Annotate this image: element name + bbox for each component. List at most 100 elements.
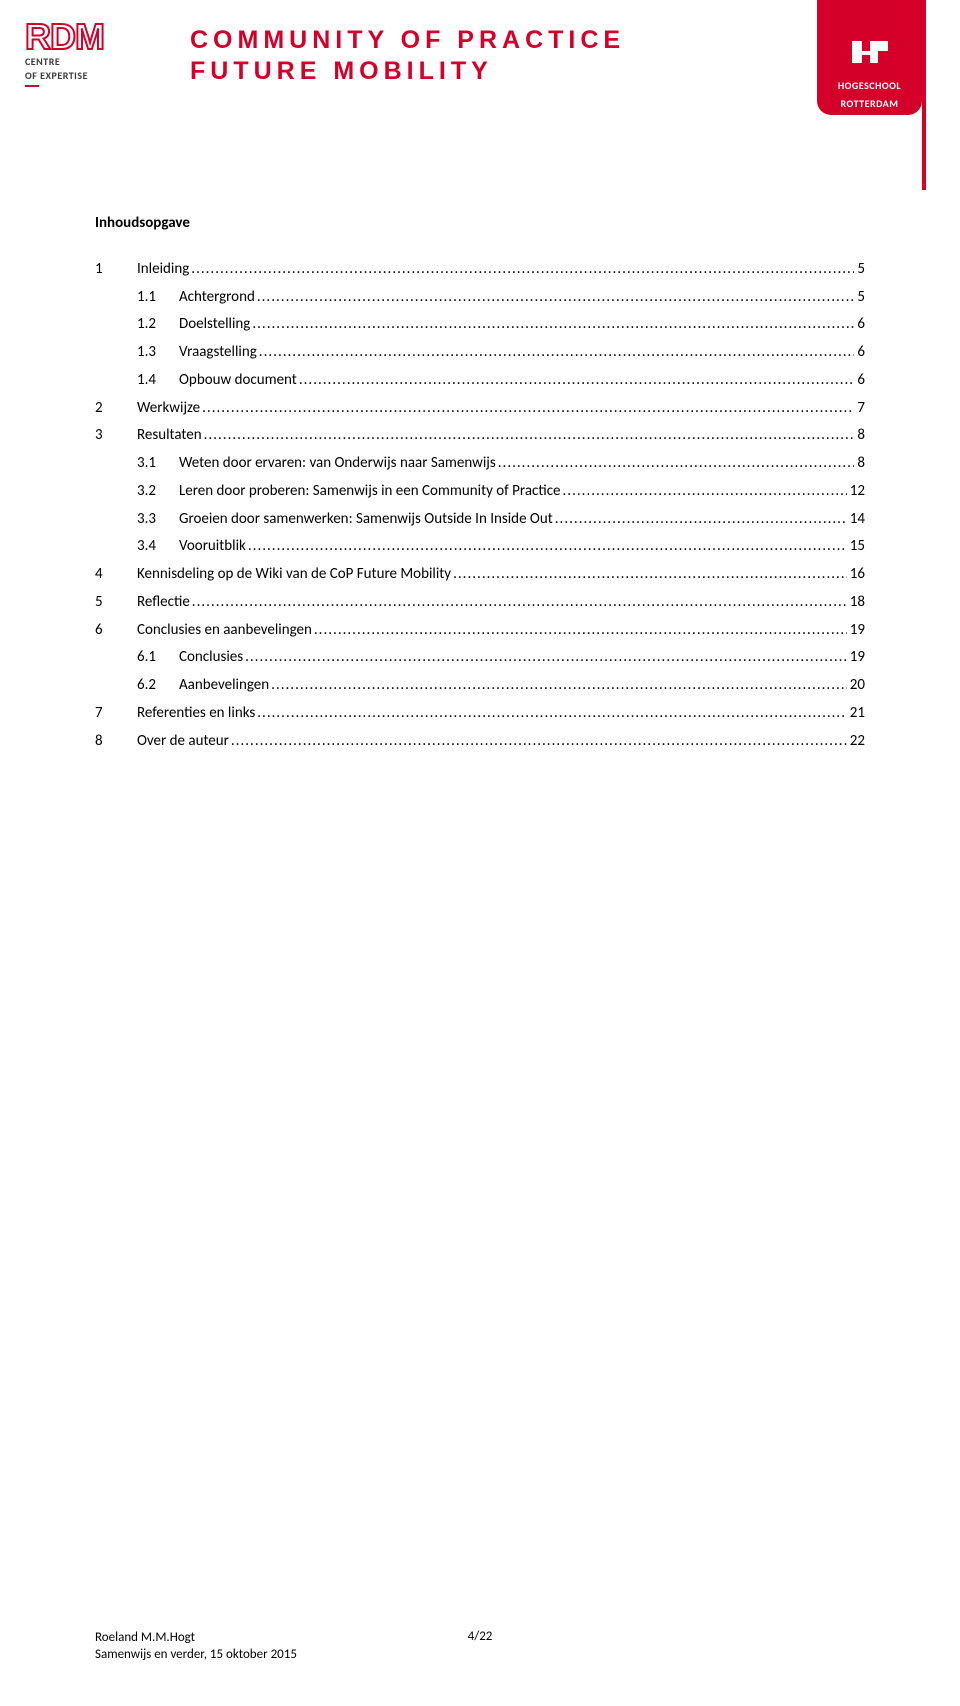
- toc-page: 16: [847, 561, 865, 589]
- header-title-line1: COMMUNITY OF PRACTICE: [190, 25, 625, 56]
- footer-page-number: 4/22: [468, 1629, 493, 1644]
- toc-entry[interactable]: 3.3Groeien door samenwerken: Samenwijs O…: [95, 506, 865, 534]
- page-footer: Roeland M.M.Hogt Samenwijs en verder, 15…: [95, 1629, 865, 1664]
- toc-label: Groeien door samenwerken: Samenwijs Outs…: [179, 506, 553, 534]
- rdm-underline: [25, 85, 39, 87]
- toc-page: 5: [854, 256, 865, 284]
- toc-label: Doelstelling: [179, 311, 250, 339]
- toc-leader-dots: [189, 256, 854, 284]
- toc-number: 1.3: [137, 339, 179, 367]
- toc-label: Resultaten: [137, 422, 202, 450]
- toc-page: 22: [847, 728, 865, 756]
- toc-leader-dots: [246, 533, 847, 561]
- toc-leader-dots: [553, 506, 847, 534]
- toc-leader-dots: [269, 672, 847, 700]
- toc-page: 19: [847, 644, 865, 672]
- toc-page: 20: [847, 672, 865, 700]
- toc-page: 7: [854, 395, 865, 423]
- toc-entry[interactable]: 6.1Conclusies 19: [95, 644, 865, 672]
- toc-entry[interactable]: 3Resultaten 8: [95, 422, 865, 450]
- toc-label: Referenties en links: [137, 700, 255, 728]
- toc-leader-dots: [297, 367, 855, 395]
- toc-number: 3.1: [137, 450, 179, 478]
- toc-leader-dots: [202, 422, 855, 450]
- toc-label: Vooruitblik: [179, 533, 246, 561]
- rdm-subtitle-2: OF EXPERTISE: [25, 70, 104, 81]
- toc-leader-dots: [229, 728, 847, 756]
- toc-label: Conclusies en aanbevelingen: [137, 617, 312, 645]
- toc-number: 1: [95, 256, 137, 284]
- toc-number: 1.4: [137, 367, 179, 395]
- toc-label: Conclusies: [179, 644, 243, 672]
- toc-entry[interactable]: 1.3Vraagstelling 6: [95, 339, 865, 367]
- toc-entry[interactable]: 5Reflectie18: [95, 589, 865, 617]
- toc-number: 1.2: [137, 311, 179, 339]
- toc-number: 3.2: [137, 478, 179, 506]
- badge-text-2: ROTTERDAM: [817, 98, 922, 110]
- footer-author-block: Roeland M.M.Hogt Samenwijs en verder, 15…: [95, 1629, 297, 1664]
- toc-entry[interactable]: 3.4Vooruitblik 15: [95, 533, 865, 561]
- toc-page: 8: [854, 422, 865, 450]
- toc-entry[interactable]: 7Referenties en links 21: [95, 700, 865, 728]
- toc-leader-dots: [257, 339, 855, 367]
- toc-number: 8: [95, 728, 137, 756]
- toc-page: 5: [854, 284, 865, 312]
- toc-leader-dots: [243, 644, 847, 672]
- footer-author: Roeland M.M.Hogt: [95, 1629, 297, 1647]
- toc-page: 12: [847, 478, 865, 506]
- toc-leader-dots: [190, 589, 847, 617]
- rdm-logo-block: RDM CENTRE OF EXPERTISE: [25, 22, 104, 87]
- toc-number: 3.4: [137, 533, 179, 561]
- toc-entry[interactable]: 3.1Weten door ervaren: van Onderwijs naa…: [95, 450, 865, 478]
- toc-label: Weten door ervaren: van Onderwijs naar S…: [179, 450, 496, 478]
- toc-label: Kennisdeling op de Wiki van de CoP Futur…: [137, 561, 451, 589]
- toc-number: 6: [95, 617, 137, 645]
- rdm-subtitle-1: CENTRE: [25, 56, 104, 67]
- toc-label: Opbouw document: [179, 367, 297, 395]
- toc-entry[interactable]: 1Inleiding 5: [95, 256, 865, 284]
- toc-entry[interactable]: 1.2Doelstelling 6: [95, 311, 865, 339]
- toc-entry[interactable]: 1.1Achtergrond 5: [95, 284, 865, 312]
- toc-list: 1Inleiding51.1Achtergrond51.2Doelstellin…: [95, 256, 865, 756]
- toc-number: 4: [95, 561, 137, 589]
- toc-label: Vraagstelling: [179, 339, 257, 367]
- header-title: COMMUNITY OF PRACTICE FUTURE MOBILITY: [190, 25, 625, 88]
- toc-entry[interactable]: 8Over de auteur22: [95, 728, 865, 756]
- toc-entry[interactable]: 6Conclusies en aanbevelingen 19: [95, 617, 865, 645]
- toc-leader-dots: [250, 311, 854, 339]
- toc-leader-dots: [255, 284, 855, 312]
- page-content: Inhoudsopgave 1Inleiding 5 1.1Achtergrond 5…: [0, 100, 960, 755]
- toc-number: 7: [95, 700, 137, 728]
- toc-page: 6: [854, 367, 865, 395]
- header-title-line2: FUTURE MOBILITY: [190, 56, 625, 87]
- toc-page: 6: [854, 339, 865, 367]
- hogeschool-badge: HOGESCHOOL ROTTERDAM: [817, 0, 922, 115]
- toc-number: 6.2: [137, 672, 179, 700]
- toc-label: Inleiding: [137, 256, 189, 284]
- toc-number: 6.1: [137, 644, 179, 672]
- toc-number: 3: [95, 422, 137, 450]
- toc-label: Achtergrond: [179, 284, 255, 312]
- toc-page: 19: [847, 617, 865, 645]
- toc-page: 14: [847, 506, 865, 534]
- toc-page: 8: [854, 450, 865, 478]
- toc-page: 6: [854, 311, 865, 339]
- toc-heading: Inhoudsopgave: [95, 210, 865, 238]
- toc-label: Reflectie: [137, 589, 190, 617]
- toc-entry[interactable]: 6.2Aanbevelingen 20: [95, 672, 865, 700]
- toc-number: 1.1: [137, 284, 179, 312]
- toc-label: Aanbevelingen: [179, 672, 269, 700]
- toc-leader-dots: [255, 700, 847, 728]
- toc-number: 3.3: [137, 506, 179, 534]
- toc-page: 15: [847, 533, 865, 561]
- toc-number: 2: [95, 395, 137, 423]
- toc-label: Werkwijze: [137, 395, 200, 423]
- toc-page: 18: [847, 589, 865, 617]
- toc-page: 21: [847, 700, 865, 728]
- toc-leader-dots: [451, 561, 847, 589]
- toc-entry[interactable]: 4Kennisdeling op de Wiki van de CoP Futu…: [95, 561, 865, 589]
- toc-entry[interactable]: 1.4Opbouw document 6: [95, 367, 865, 395]
- toc-entry[interactable]: 2Werkwijze 7: [95, 395, 865, 423]
- toc-entry[interactable]: 3.2Leren door proberen: Samenwijs in een…: [95, 478, 865, 506]
- badge-text-1: HOGESCHOOL: [817, 80, 922, 92]
